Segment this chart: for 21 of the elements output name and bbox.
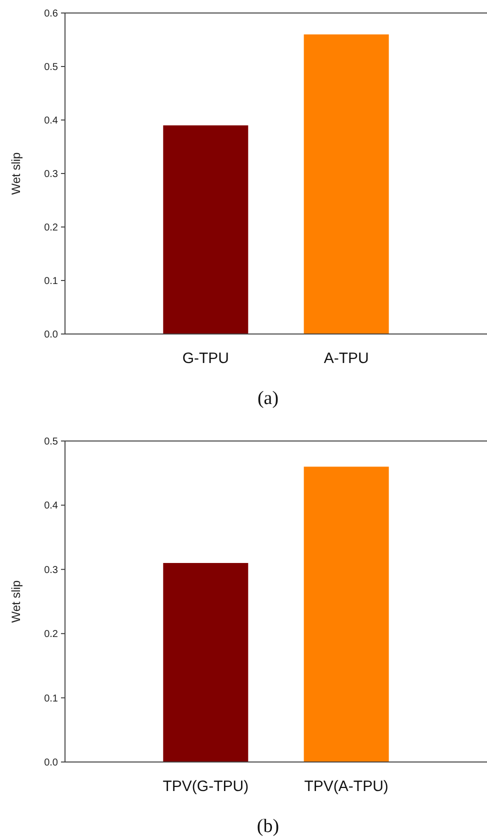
y-tick-label: 0.4 <box>44 500 58 512</box>
text: (b) <box>256 816 280 837</box>
y-tick-label: 0.1 <box>44 276 58 287</box>
y-tick-label: 0.0 <box>44 758 58 768</box>
y-tick-label: 0.4 <box>44 116 58 126</box>
y-tick-label: 0.3 <box>44 564 58 576</box>
y-tick-label: 0.3 <box>44 169 58 180</box>
x-tick-label: A-TPU <box>324 350 369 367</box>
text: (a) <box>257 388 279 409</box>
x-tick-label: TPV(G-TPU) <box>162 778 249 795</box>
y-axis-title: Wet slip <box>9 580 23 623</box>
y-tick-label: 0.2 <box>44 629 58 640</box>
y-tick-label: 0.6 <box>44 8 58 20</box>
x-tick-label: TPV(A-TPU) <box>304 778 388 795</box>
y-tick-label: 0.5 <box>44 62 58 73</box>
y-tick-label: 0.0 <box>44 330 58 340</box>
y-tick-label: 0.1 <box>44 693 58 704</box>
x-tick-label: G-TPU <box>182 350 230 367</box>
y-tick-label: 0.5 <box>44 436 58 448</box>
y-tick-label: 0.2 <box>44 222 58 234</box>
y-axis-title: Wet slip <box>9 152 23 195</box>
